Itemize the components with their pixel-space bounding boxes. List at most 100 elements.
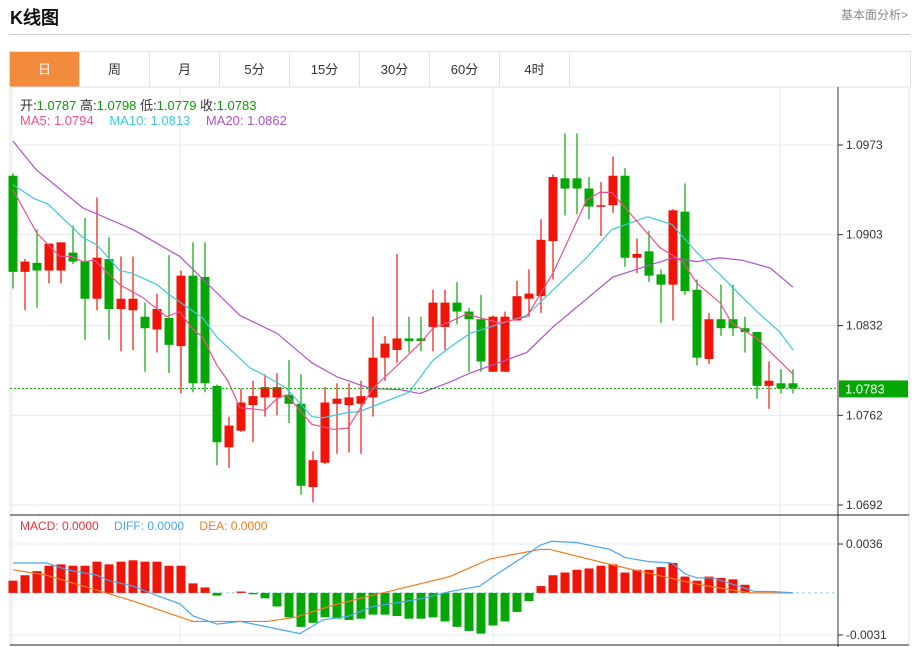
price-tick-label: 1.0973 bbox=[846, 138, 883, 152]
candle bbox=[92, 197, 102, 311]
diff-line bbox=[13, 540, 794, 635]
macd-histogram-bar bbox=[152, 561, 162, 593]
candle-body bbox=[488, 316, 498, 372]
candle bbox=[332, 383, 342, 454]
macd-histogram-bar bbox=[584, 568, 594, 593]
tab-day[interactable]: 日 bbox=[10, 52, 80, 87]
candle bbox=[632, 238, 642, 274]
macd-histogram-bar bbox=[344, 592, 354, 621]
macd-histogram-bar bbox=[464, 592, 474, 631]
macd-histogram-bar bbox=[392, 592, 402, 616]
price-tick-label: 1.0762 bbox=[846, 408, 883, 422]
macd-histogram-bar bbox=[68, 565, 78, 593]
candle-body bbox=[296, 403, 306, 486]
candle bbox=[440, 289, 450, 350]
candle bbox=[704, 312, 714, 365]
ma20-legend: MA20: 1.0862 bbox=[205, 113, 287, 128]
macd-histogram-bar bbox=[548, 575, 558, 593]
candle-body bbox=[776, 383, 786, 389]
ma10-line bbox=[12, 184, 794, 419]
candle bbox=[368, 316, 378, 417]
candle bbox=[44, 243, 54, 284]
macd-histogram-bar bbox=[296, 592, 306, 627]
candle-body bbox=[104, 259, 114, 309]
candle bbox=[296, 374, 306, 495]
candle-body bbox=[464, 311, 474, 320]
candle-body bbox=[716, 319, 726, 329]
macd-histogram-bar bbox=[656, 567, 666, 593]
ma5-legend: MA5: 1.0794 bbox=[20, 113, 94, 128]
candle-body bbox=[548, 177, 558, 242]
candle-body bbox=[20, 261, 30, 272]
candle-body bbox=[392, 338, 402, 350]
candle-body bbox=[752, 332, 762, 386]
candle bbox=[188, 242, 198, 393]
candle bbox=[536, 219, 546, 313]
candle bbox=[740, 316, 750, 353]
candle-body bbox=[140, 316, 150, 329]
price-tick-label: 1.0832 bbox=[846, 319, 883, 333]
candle-body bbox=[524, 293, 534, 299]
candle-body bbox=[320, 402, 330, 463]
fundamental-analysis-link[interactable]: 基本面分析> bbox=[840, 8, 908, 22]
candle bbox=[548, 174, 558, 280]
macd-histogram-bar bbox=[272, 592, 282, 607]
candle-body bbox=[452, 302, 462, 312]
candle-body bbox=[644, 251, 654, 276]
candle bbox=[452, 282, 462, 325]
candle bbox=[764, 361, 774, 409]
macd-histogram-bar bbox=[368, 592, 378, 615]
macd-histogram-bar bbox=[212, 592, 222, 596]
candle bbox=[128, 256, 138, 350]
candle bbox=[620, 168, 630, 267]
candle bbox=[20, 259, 30, 311]
tab-4hour[interactable]: 4时 bbox=[500, 52, 570, 87]
macd-histogram-bar bbox=[704, 576, 714, 593]
candle bbox=[392, 253, 402, 363]
macd-histogram-bar bbox=[692, 580, 702, 593]
candle bbox=[512, 280, 522, 321]
macd-histogram-bar bbox=[104, 564, 114, 593]
macd-histogram-bar bbox=[512, 592, 522, 612]
candle bbox=[176, 270, 186, 394]
macd-histogram-bar bbox=[596, 565, 606, 593]
macd-histogram-bar bbox=[176, 565, 186, 593]
macd-histogram-bar bbox=[620, 572, 630, 593]
macd-histogram-bar bbox=[332, 592, 342, 619]
macd-tick-label: 0.0036 bbox=[846, 537, 883, 551]
tab-15min[interactable]: 15分 bbox=[290, 52, 360, 87]
candle bbox=[272, 373, 282, 416]
candle-body bbox=[632, 253, 642, 258]
macd-value: MACD: 0.0000 bbox=[20, 519, 99, 533]
macd-histogram-bar bbox=[668, 563, 678, 593]
tab-5min[interactable]: 5分 bbox=[220, 52, 290, 87]
macd-histogram-bar bbox=[680, 576, 690, 593]
candle-body bbox=[272, 387, 282, 398]
price-tick-label: 1.0903 bbox=[846, 228, 883, 242]
candle bbox=[224, 416, 234, 468]
macd-histogram-bar bbox=[380, 592, 390, 615]
candle-body bbox=[512, 296, 522, 321]
macd-histogram-bar bbox=[32, 571, 42, 593]
candle bbox=[8, 173, 18, 289]
candle-body bbox=[500, 316, 510, 372]
candle-body bbox=[704, 319, 714, 359]
macd-histogram-bar bbox=[452, 592, 462, 627]
candle-body bbox=[92, 257, 102, 299]
candle-body bbox=[80, 261, 90, 299]
macd-histogram-bar bbox=[440, 592, 450, 622]
tab-month[interactable]: 月 bbox=[150, 52, 220, 87]
tab-week[interactable]: 周 bbox=[80, 52, 150, 87]
candle-body bbox=[620, 175, 630, 258]
candle bbox=[668, 209, 678, 321]
tab-60min[interactable]: 60分 bbox=[430, 52, 500, 87]
macd-histogram-bar bbox=[140, 561, 150, 593]
candle bbox=[104, 237, 114, 340]
macd-histogram-bar bbox=[320, 592, 330, 618]
macd-histogram-bar bbox=[416, 592, 426, 619]
candle bbox=[380, 335, 390, 381]
ma5-line bbox=[12, 189, 794, 431]
tab-30min[interactable]: 30分 bbox=[360, 52, 430, 87]
macd-histogram-bar bbox=[404, 592, 414, 619]
